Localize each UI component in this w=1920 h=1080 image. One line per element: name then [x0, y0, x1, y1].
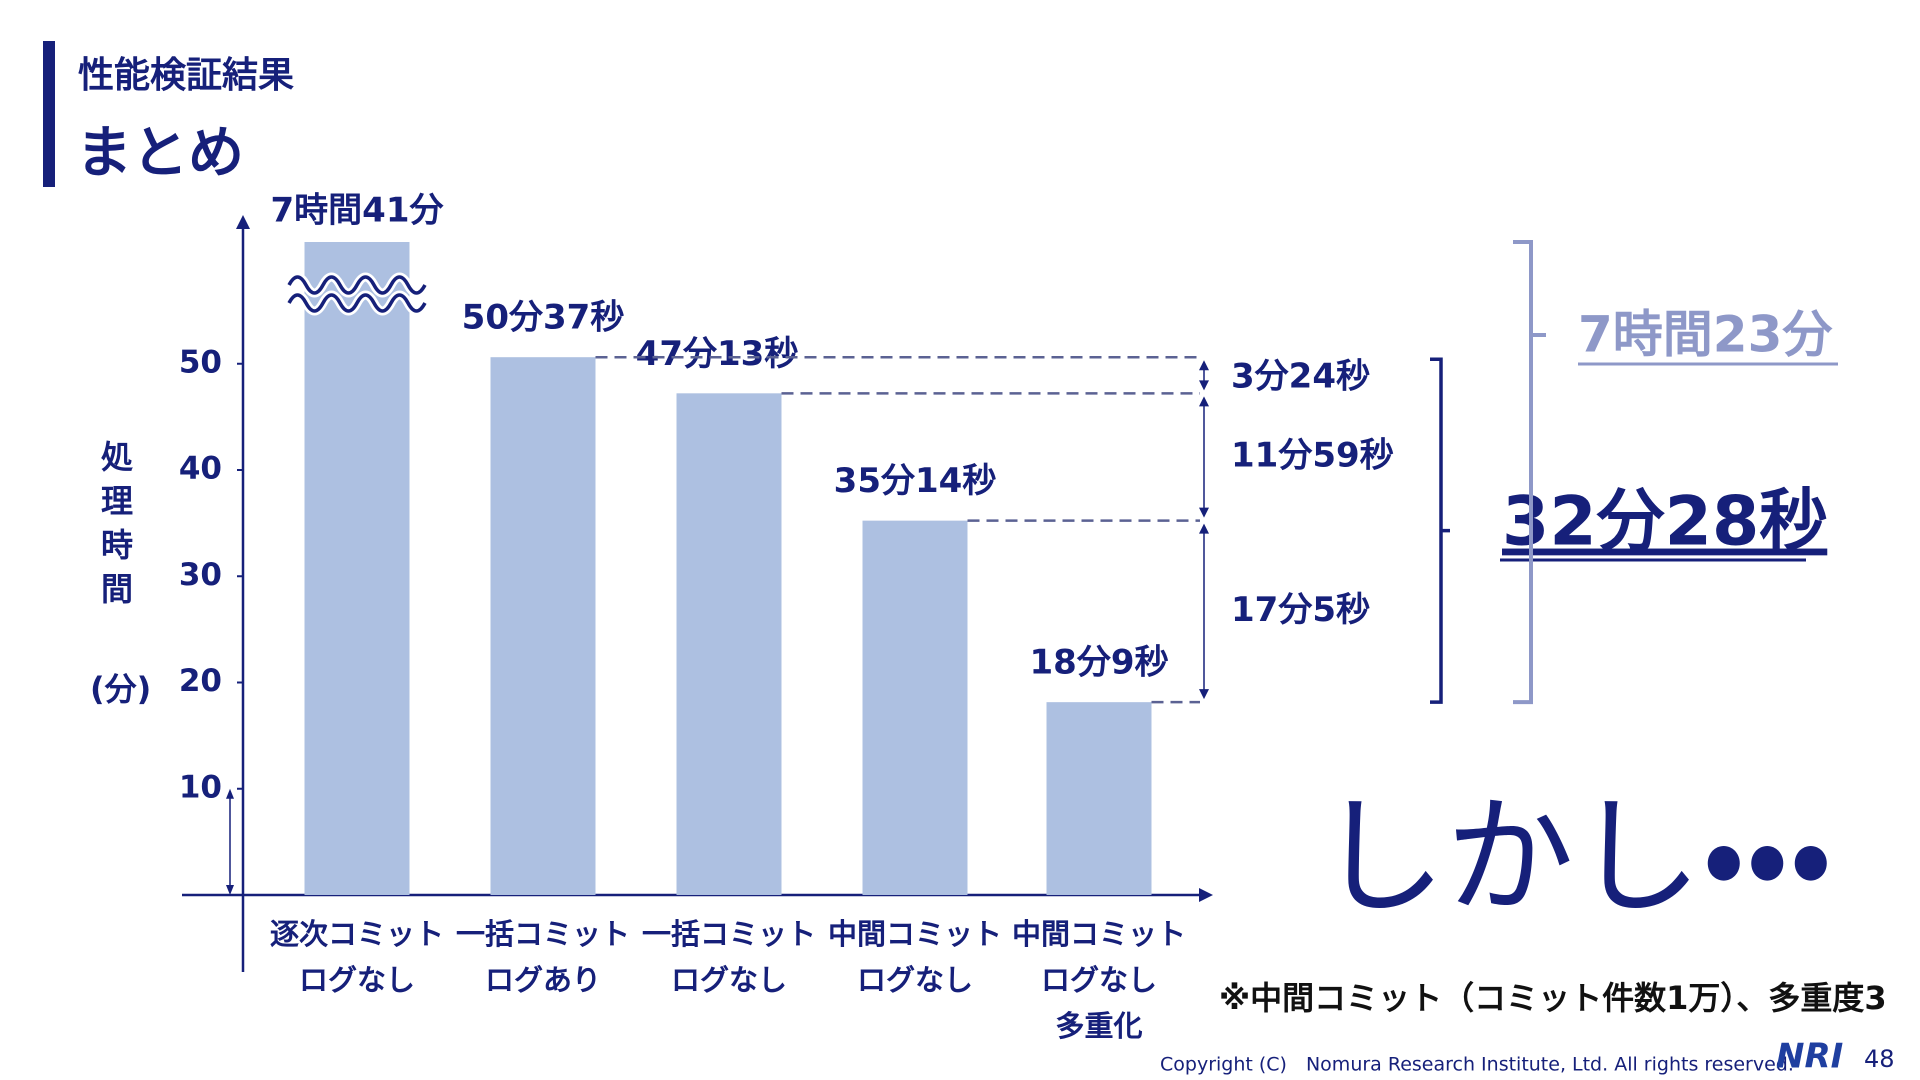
- value-label: 18分9秒: [1030, 643, 1169, 683]
- x-tick-label: ログなし: [299, 963, 415, 997]
- bar: [676, 393, 782, 895]
- total-label: 32分28秒: [1502, 483, 1827, 562]
- page-number: 48: [1864, 1045, 1895, 1073]
- header-bar: [43, 41, 55, 187]
- bar: [304, 242, 410, 895]
- difference-label: 11分59秒: [1231, 435, 1394, 475]
- x-tick-label: ログなし: [857, 963, 973, 997]
- x-tick-label: 一括コミット: [642, 917, 816, 951]
- x-tick-label: 多重化: [1055, 1009, 1142, 1043]
- x-axis-arrow: [1199, 888, 1213, 902]
- y-axis-unit: (分): [90, 670, 152, 708]
- bar: [862, 520, 968, 895]
- logo: NRI: [1776, 1037, 1843, 1077]
- y-axis-arrow: [236, 215, 250, 229]
- value-label: 7時間41分: [271, 191, 445, 231]
- difference-label: 17分5秒: [1231, 590, 1370, 630]
- scale-arrow-head: [226, 788, 234, 799]
- span-arrow-head: [1199, 523, 1209, 534]
- span-arrow-head: [1199, 380, 1209, 391]
- span-arrow-head: [1199, 396, 1209, 407]
- span-arrow-head: [1199, 360, 1209, 371]
- bar: [1046, 702, 1152, 895]
- slide-title: まとめ: [76, 121, 244, 186]
- y-tick-label: 50: [179, 344, 222, 380]
- y-tick-label: 40: [179, 451, 222, 487]
- break-mark: [287, 275, 427, 295]
- x-tick-label: 中間コミット: [828, 917, 1002, 951]
- value-label: 35分14秒: [834, 461, 997, 501]
- value-label: 47分13秒: [636, 334, 799, 374]
- break-mark: [287, 293, 427, 313]
- x-tick-label: 逐次コミット: [270, 917, 444, 951]
- x-tick-label: ログなし: [671, 963, 787, 997]
- overall-bracket: [1513, 240, 1546, 705]
- y-tick-label: 10: [179, 769, 222, 805]
- y-axis-label: 処理時間: [96, 440, 134, 616]
- span-arrow-head: [1199, 689, 1209, 700]
- y-tick-label: 30: [179, 557, 222, 593]
- x-tick-label: 中間コミット: [1012, 917, 1186, 951]
- x-tick-label: 一括コミット: [456, 917, 630, 951]
- note: ※中間コミット（コミット件数1万）、多重度3: [1219, 979, 1887, 1017]
- remark: しかし・・・: [1318, 783, 1833, 932]
- value-label: 50分37秒: [462, 298, 625, 338]
- scale-arrow-head: [226, 885, 234, 895]
- copyright: Copyright (C) Nomura Research Institute,…: [1160, 1054, 1794, 1076]
- y-tick-label: 20: [179, 663, 222, 699]
- span-arrow-head: [1199, 507, 1209, 518]
- x-tick-label: ログなし: [1041, 963, 1157, 997]
- difference-label: 3分24秒: [1231, 357, 1370, 397]
- total-bracket: [1430, 357, 1450, 704]
- bar: [490, 357, 596, 896]
- section-title: 性能検証結果: [78, 55, 295, 96]
- overall-label: 7時間23分: [1578, 306, 1833, 364]
- x-tick-label: ログあり: [485, 963, 601, 997]
